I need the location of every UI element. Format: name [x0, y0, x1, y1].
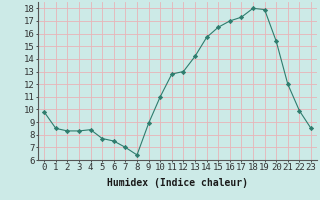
X-axis label: Humidex (Indice chaleur): Humidex (Indice chaleur) — [107, 178, 248, 188]
